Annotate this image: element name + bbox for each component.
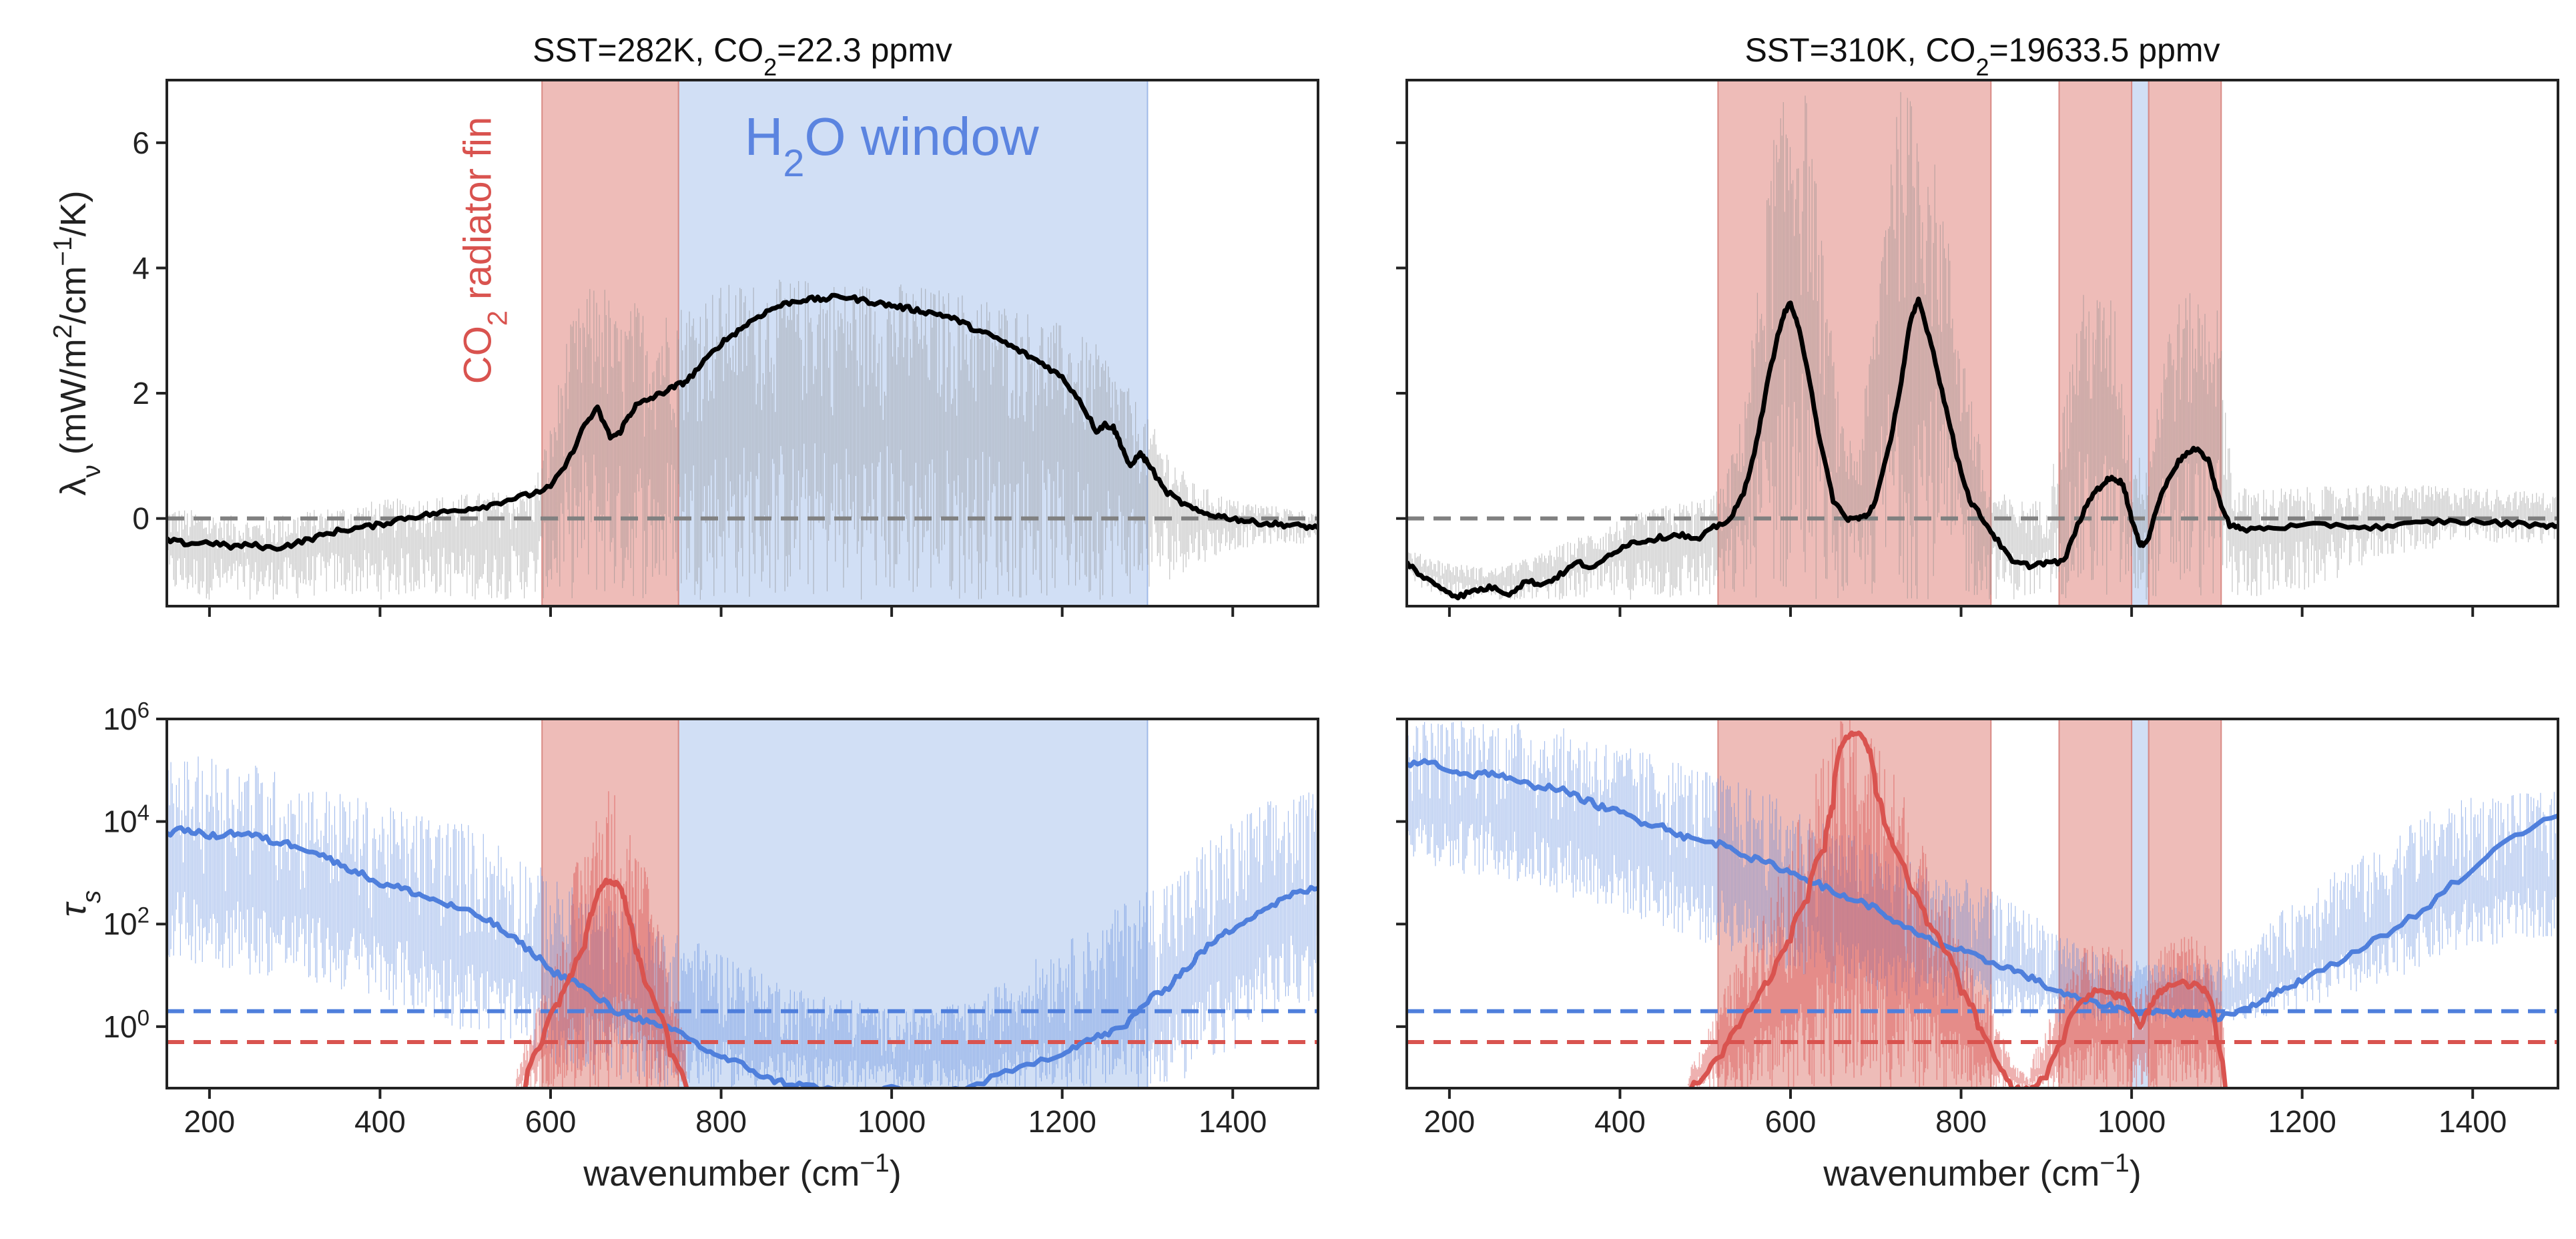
x-tick-label: 400: [354, 1104, 406, 1139]
plot-area: [167, 80, 1318, 606]
y-tick-base: 10: [103, 702, 137, 736]
panel-title-part: 2: [763, 53, 777, 81]
panel-title-part: 2: [1975, 53, 1989, 81]
h2o-window-annotation: H2O window: [745, 107, 1039, 185]
panel-title: SST=282K, CO2=22.3 ppmv: [533, 31, 952, 81]
panel-top-right: SST=310K, CO2=19633.5 ppmv: [1396, 31, 2559, 617]
axes-frame: [166, 718, 1319, 1089]
x-tick-label: 1200: [1028, 1104, 1096, 1139]
axes-frame: [1405, 79, 2559, 607]
y-axis-label-part: −1: [49, 236, 77, 266]
lambda-fine-envelope-series: [167, 280, 1318, 600]
plot-area: [167, 719, 1318, 1088]
x-tick-label: 600: [1765, 1104, 1817, 1139]
y-tick-label: 6: [132, 126, 149, 160]
x-tick-label: 1000: [2098, 1104, 2166, 1139]
co2-radiator-fin-band: [2148, 719, 2222, 1088]
y-axis-label-part: ν: [77, 465, 106, 477]
panel-title: SST=310K, CO2=19633.5 ppmv: [1744, 31, 2220, 81]
co2-radiator-fin-annotation-part: 2: [481, 310, 513, 326]
x-tick-label: 1200: [2268, 1104, 2336, 1139]
panel-bottom-right: 200 400 600 800 1000 1200 1400 wavenumber (cm−1…: [1396, 718, 2559, 1194]
x-axis-label-part: ): [2130, 1154, 2142, 1194]
y-axis-label: τs: [53, 891, 106, 917]
y-axis-label-part: (mW/m: [53, 338, 93, 465]
co2-radiator-fin-annotation-part: CO: [456, 326, 500, 384]
y-axis-label: λν (mW/m2/cm−1/K): [49, 190, 106, 495]
lambda-smooth-line: [1407, 296, 2558, 601]
y-tick-label: 2: [132, 376, 149, 411]
h2o-window-annotation-part: H: [745, 107, 783, 166]
y-tick-label: 100: [103, 1005, 149, 1044]
x-axis-label-part: wavenumber (cm: [1823, 1154, 2100, 1194]
x-tick-label: 200: [1424, 1104, 1476, 1139]
y-tick-label: 102: [103, 903, 149, 942]
y-axis-label-part: /K): [53, 190, 93, 236]
x-axis-label: wavenumber (cm−1): [1823, 1149, 2141, 1194]
x-tick-label: 800: [695, 1104, 747, 1139]
panel-title-part: =19633.5 ppmv: [1989, 31, 2220, 69]
co2-radiator-fin-band: [2058, 719, 2133, 1088]
y-tick-label: 106: [103, 698, 149, 737]
x-axis-label-part: −1: [2100, 1149, 2129, 1178]
tau-co2-smooth-line: [523, 877, 689, 1088]
co2-radiator-fin-annotation: CO2 radiator fin: [456, 117, 513, 384]
plot-area: [1407, 719, 2558, 1088]
y-axis-label-part: /cm: [53, 266, 93, 324]
y-tick-label: 0: [132, 501, 149, 536]
tau-h2o-smooth-line: [167, 825, 1318, 1088]
tau-co2-smooth-line: [1688, 730, 2228, 1088]
x-tick-label: 800: [1935, 1104, 1987, 1139]
tau-h2o-fine-envelope-series: [167, 756, 1318, 1088]
co2-radiator-fin-annotation-part: radiator fin: [456, 117, 500, 310]
x-tick-label: 1400: [1199, 1104, 1267, 1139]
axes-frame: [1405, 718, 2559, 1089]
x-axis-label-part: wavenumber (cm: [583, 1154, 860, 1194]
y-axis-label-part: 2: [49, 324, 77, 339]
tau-h2o-smooth-line: [1407, 758, 2558, 1023]
y-tick-exponent: 6: [137, 698, 149, 723]
y-tick-base: 10: [103, 1009, 137, 1044]
panel-title-part: SST=310K, CO: [1744, 31, 1975, 69]
y-axis-label-part: τ: [53, 901, 93, 917]
tau-h2o-fine-envelope-series: [1407, 721, 2558, 1023]
h2o-window-annotation-part: 2: [783, 142, 804, 185]
y-tick-exponent: 2: [137, 903, 149, 928]
h2o-window-annotation-part: O window: [804, 107, 1038, 166]
y-tick-base: 10: [103, 804, 137, 839]
y-axis-label-part: λ: [53, 478, 93, 496]
x-axis-label: wavenumber (cm−1): [583, 1149, 901, 1194]
x-axis-label-part: −1: [860, 1149, 889, 1178]
y-tick-base: 10: [103, 907, 137, 941]
y-tick-exponent: 0: [137, 1005, 149, 1030]
x-tick-label: 200: [184, 1104, 236, 1139]
x-tick-label: 400: [1594, 1104, 1646, 1139]
x-tick-label: 1400: [2439, 1104, 2507, 1139]
lambda-smooth-line: [167, 292, 1318, 552]
y-axis-label-part: s: [77, 891, 106, 903]
panel-bottom-left: 200 400 600 800 1000 1200 1400100102104106wave…: [53, 698, 1319, 1194]
x-axis-label-part: ): [890, 1154, 902, 1194]
y-tick-label: 4: [132, 250, 149, 285]
x-tick-label: 600: [525, 1104, 577, 1139]
x-tick-label: 1000: [858, 1104, 926, 1139]
y-tick-label: 104: [103, 800, 149, 839]
plot-area: [1407, 80, 2558, 606]
axes-frame: [166, 79, 1319, 607]
panel-title-part: =22.3 ppmv: [777, 31, 952, 69]
y-tick-exponent: 4: [137, 800, 149, 825]
panel-title-part: SST=282K, CO: [533, 31, 763, 69]
